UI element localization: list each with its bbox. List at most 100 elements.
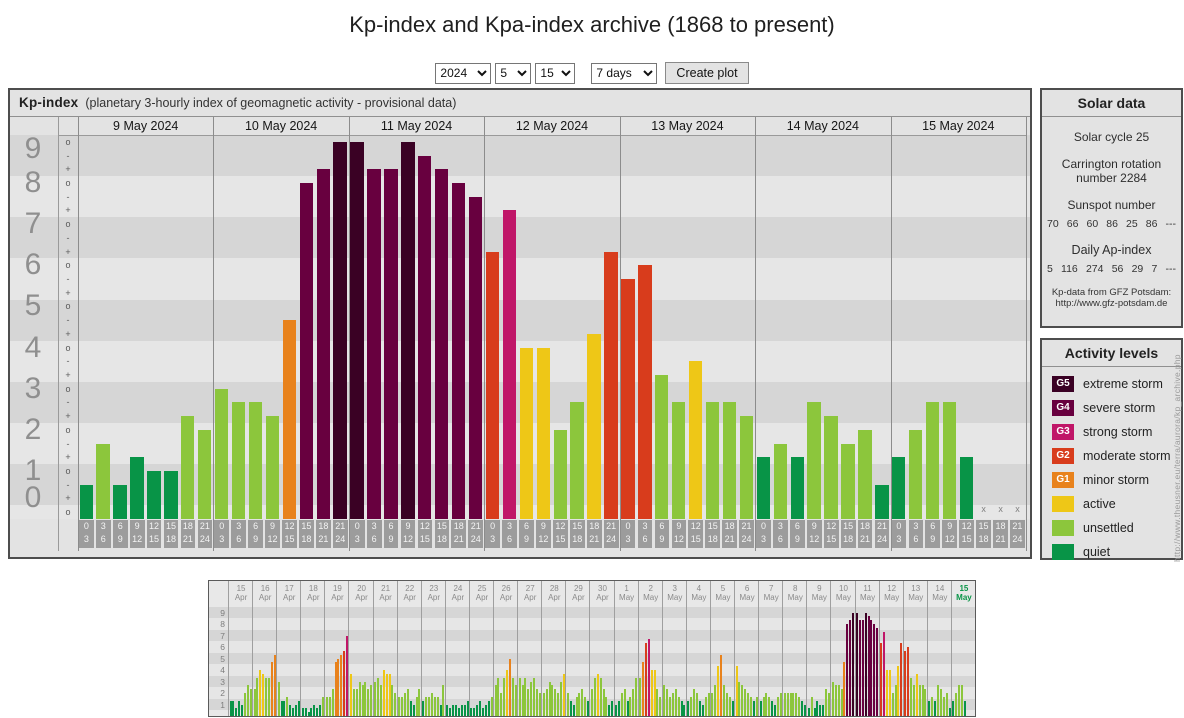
time-slot-hour: 15 xyxy=(572,521,583,531)
mini-kp-bar xyxy=(647,639,650,716)
mini-kp-bar xyxy=(268,677,271,716)
mini-kp-bar xyxy=(484,704,487,716)
mini-kp-bar xyxy=(511,677,514,716)
y-axis-number: 2 xyxy=(24,412,42,446)
time-slot-hour: 3 xyxy=(777,521,783,531)
time-slot-hour: 24 xyxy=(606,534,617,544)
mini-kp-bar xyxy=(644,643,647,716)
month-select[interactable]: 5 xyxy=(495,62,532,84)
missing-data-mark: x xyxy=(998,504,1003,514)
time-slot-hour: 15 xyxy=(707,521,718,531)
create-plot-button[interactable]: Create plot xyxy=(665,62,749,84)
mini-y-axis-number: 6 xyxy=(220,642,225,653)
mini-day-separator xyxy=(493,581,495,716)
mini-date-line: 17 xyxy=(284,584,294,593)
y-axis-subtick: + xyxy=(65,493,71,504)
kp-bar xyxy=(248,402,263,519)
kp-bar xyxy=(350,141,364,519)
mini-date-line: 28 xyxy=(549,584,559,593)
year-select[interactable]: 2024 xyxy=(435,62,492,84)
time-slot-label: 15 18 xyxy=(163,520,179,548)
mini-date-line: 7 xyxy=(768,584,774,593)
mini-kp-bar xyxy=(921,685,924,716)
mini-kp-bar xyxy=(642,662,645,716)
mini-background-stripe xyxy=(209,618,975,630)
mini-kp-bar xyxy=(924,689,927,716)
mini-kp-bar xyxy=(632,689,635,716)
mini-kp-bar xyxy=(831,681,834,716)
mini-kp-bar xyxy=(506,670,509,716)
time-slot-hour: 15 xyxy=(843,521,854,531)
mini-day-separator xyxy=(806,581,808,716)
time-slot-hour: 15 xyxy=(149,534,160,544)
mini-kp-bar xyxy=(819,704,822,716)
day-select[interactable]: 15 xyxy=(535,62,576,84)
mini-kp-bar xyxy=(262,673,265,716)
mini-date-line: 19 xyxy=(332,584,342,593)
mini-day-separator xyxy=(685,581,687,716)
mini-kp-bar xyxy=(566,693,569,716)
y-axis-number: 6 xyxy=(24,248,42,282)
mini-kp-bar xyxy=(749,696,752,716)
kp-bar xyxy=(316,169,330,519)
mini-kp-bar xyxy=(304,708,307,716)
time-slot-hour: 6 xyxy=(371,534,377,544)
mini-kp-bar xyxy=(663,685,666,716)
time-slot-hour: 15 xyxy=(555,534,566,544)
y-axis-subtick: o xyxy=(65,466,71,476)
mini-date-line: 9 xyxy=(817,584,822,593)
time-slot-hour: 9 xyxy=(676,521,682,531)
time-slot-label: 18 21 xyxy=(316,520,331,548)
time-slot-hour: 18 xyxy=(995,521,1006,531)
mini-date-label: 28 Apr xyxy=(542,584,566,602)
mini-kp-bar xyxy=(376,677,379,716)
mini-kp-bar xyxy=(449,708,452,716)
mini-kp-bar xyxy=(615,704,618,716)
mini-kp-bar xyxy=(762,696,765,716)
time-slot-hour: 9 xyxy=(794,534,800,544)
mini-day-separator xyxy=(541,581,543,716)
mini-kp-bar xyxy=(455,704,458,716)
mini-day-separator xyxy=(444,581,446,716)
time-slot-label: 9 12 xyxy=(942,520,958,548)
mini-date-line: May xyxy=(956,593,972,602)
mini-date-line: 14 xyxy=(935,584,945,593)
g4-chip: G4 xyxy=(1052,400,1074,416)
time-slot-label: 12 15 xyxy=(417,520,433,548)
time-slot-hour: 12 xyxy=(690,521,701,531)
mini-kp-bar xyxy=(674,689,677,716)
ap-index-value: 5 xyxy=(1047,263,1053,275)
gridline-day-boundary xyxy=(348,117,350,551)
time-slot-label: 12 15 xyxy=(146,520,162,548)
y-axis-subtick: - xyxy=(66,356,70,367)
mini-kp-bar xyxy=(888,670,891,716)
mini-date-label: 20 Apr xyxy=(349,584,373,602)
time-slot-hour: 6 xyxy=(100,534,106,544)
y-axis-subtick: o xyxy=(65,219,71,230)
time-slot-hour: 18 xyxy=(436,534,447,544)
site-url-watermark: http://www.theusner.eu/terra/aurora/kp_a… xyxy=(1172,354,1182,562)
quiet-color-chip xyxy=(1052,544,1074,560)
mini-kp-bar xyxy=(907,647,910,716)
time-slot-hour: 9 xyxy=(811,521,817,531)
time-slot-label: 15 18 xyxy=(840,520,856,548)
mini-kp-bar xyxy=(425,696,428,716)
mini-date-label: 13 May xyxy=(904,584,928,602)
time-slot-hour: 12 xyxy=(402,534,413,544)
range-select[interactable]: 7 days xyxy=(591,62,658,84)
mini-kp-bar xyxy=(801,700,804,716)
mini-date-label: 15 Apr xyxy=(229,584,253,602)
mini-date-line: May xyxy=(835,593,852,602)
mini-kp-bar xyxy=(786,693,789,716)
mini-kp-bar xyxy=(677,696,680,716)
mini-kp-bar xyxy=(479,700,482,716)
mini-kp-bar xyxy=(355,689,358,716)
ap-index-value: 116 xyxy=(1061,263,1078,275)
mini-date-label: 23 Apr xyxy=(422,584,446,602)
mini-kp-bar xyxy=(714,685,717,716)
